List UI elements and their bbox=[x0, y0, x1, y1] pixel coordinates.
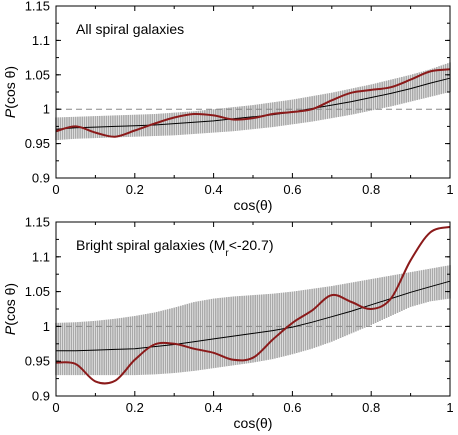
y-axis-label: P(cos θ) bbox=[2, 283, 18, 335]
x-tick-label: 0.6 bbox=[283, 182, 301, 197]
y-tick-label: 1.1 bbox=[32, 33, 50, 48]
y-tick-label: 1.1 bbox=[32, 249, 50, 264]
x-tick-label: 0.8 bbox=[362, 400, 380, 415]
x-tick-label: 1 bbox=[446, 182, 453, 197]
x-tick-label: 0 bbox=[52, 182, 59, 197]
x-tick-label: 0.2 bbox=[126, 182, 144, 197]
y-axis-label: P(cos θ) bbox=[2, 66, 18, 118]
mean-line bbox=[56, 280, 451, 352]
y-tick-label: 1 bbox=[43, 319, 50, 334]
y-tick-label: 1 bbox=[43, 102, 50, 117]
panel-title: Bright spiral galaxies (Mr<-20.7) bbox=[76, 237, 273, 259]
uncertainty-band bbox=[55, 62, 451, 141]
x-tick-label: 0.8 bbox=[362, 182, 380, 197]
x-tick-label: 0.4 bbox=[205, 182, 223, 197]
measured-curve bbox=[55, 68, 451, 138]
y-tick-label: 1.05 bbox=[25, 284, 50, 299]
y-tick-label: 0.95 bbox=[25, 354, 50, 369]
y-tick-label: 0.9 bbox=[32, 389, 50, 404]
measured-curve bbox=[55, 225, 451, 385]
y-tick-label: 0.95 bbox=[25, 136, 50, 151]
mean-line bbox=[55, 77, 451, 130]
x-axis-label: cos(θ) bbox=[234, 415, 273, 431]
panel-all-spiral: 0.9 0.95 1 1.05 1.1 1.15 0 0.2 0.4 0.6 0.8 1 cos(θ) P… bbox=[2, 0, 454, 213]
uncertainty-band bbox=[55, 265, 451, 376]
y-tick-label: 1.15 bbox=[25, 0, 50, 14]
y-tick-label: 1.15 bbox=[25, 215, 50, 230]
y-tick-label: 0.9 bbox=[32, 171, 50, 186]
x-tick-label: 0 bbox=[52, 400, 59, 415]
x-tick-label: 1 bbox=[446, 400, 453, 415]
x-tick-label: 0.6 bbox=[283, 400, 301, 415]
x-tick-label: 0.4 bbox=[205, 400, 223, 415]
x-tick-label: 0.2 bbox=[126, 400, 144, 415]
x-axis-label: cos(θ) bbox=[234, 197, 273, 213]
panel-bright-spiral: 0.9 0.95 1 1.05 1.1 1.15 0 0.2 0.4 0.6 0.8 1 cos(θ) P… bbox=[2, 215, 454, 432]
panel-title: All spiral galaxies bbox=[76, 21, 184, 37]
y-tick-label: 1.05 bbox=[25, 67, 50, 82]
